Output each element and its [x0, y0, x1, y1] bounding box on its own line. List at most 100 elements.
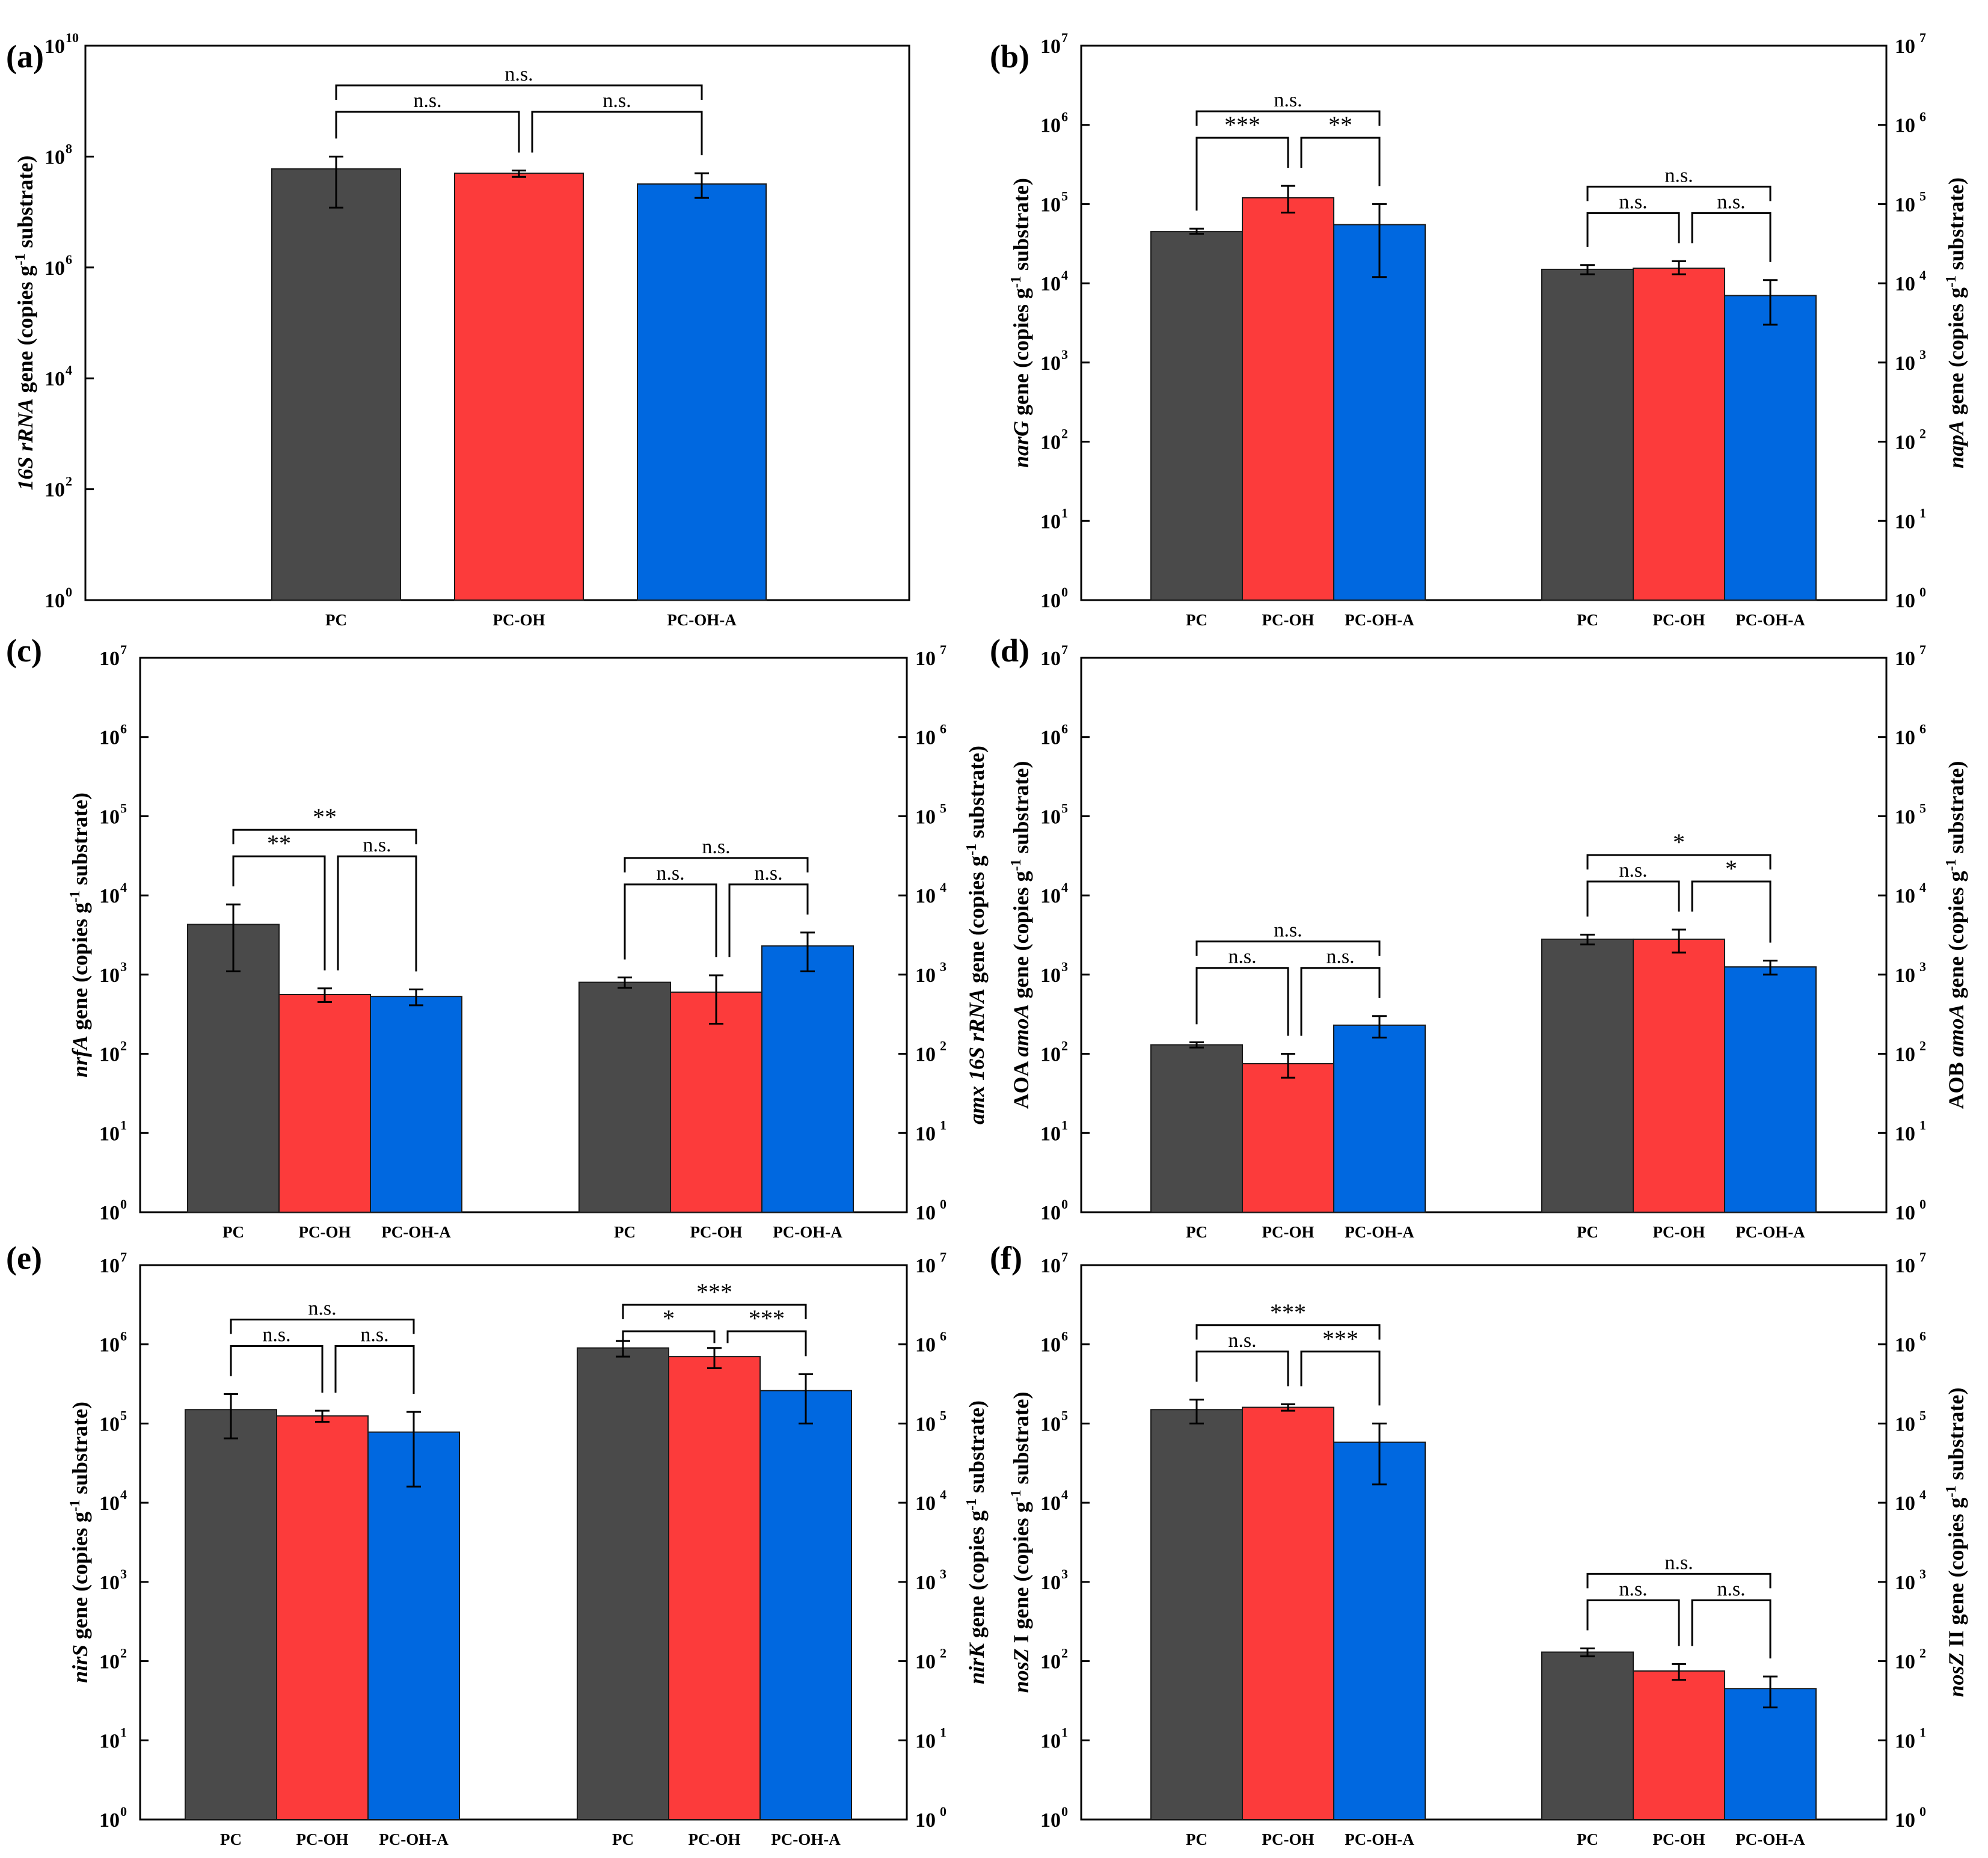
y-tick-exponent: 2 [66, 474, 72, 489]
y-axis-label: AOA amoA gene (copies g-1 substrate) [1008, 761, 1033, 1109]
bar-pc-oh [1633, 938, 1725, 1213]
bar-pc-oh [1633, 1670, 1725, 1820]
y-tick-label-right: 10 [915, 1334, 936, 1357]
y-tick-label: 10 [1040, 1651, 1061, 1673]
y-tick-exponent: 5 [1061, 1408, 1068, 1423]
y-tick-exponent-right: 0 [1919, 584, 1926, 599]
significance-bracket [1195, 940, 1381, 956]
y-tick-exponent: 4 [1061, 268, 1068, 283]
y-tick-label: 10 [1040, 1334, 1061, 1357]
y-tick-label-right: 10 [1895, 1334, 1915, 1357]
bar-pc-oh-a [1333, 224, 1426, 601]
bar-pc [1541, 938, 1634, 1213]
significance-label: *** [1224, 111, 1260, 138]
bar-pc [1541, 1651, 1634, 1820]
significance-label: n.s. [1619, 859, 1647, 881]
y-tick-label: 10 [99, 964, 120, 987]
y-tick-label: 10 [1040, 352, 1061, 375]
significance-bracket [230, 1345, 324, 1393]
y-tick-label: 10 [1040, 1255, 1061, 1277]
y-tick-exponent: 4 [120, 1487, 127, 1502]
y-tick-exponent-right: 0 [940, 1197, 946, 1212]
category-label: PC [614, 1223, 636, 1241]
plot-frame [139, 657, 908, 1213]
y-tick-exponent: 8 [66, 141, 72, 156]
significance-label: n.s. [1664, 164, 1693, 186]
y-tick-exponent-right: 7 [940, 1249, 946, 1265]
y-tick-label: 10 [1040, 1413, 1061, 1435]
y-tick-label: 10 [1040, 115, 1061, 137]
y-tick-exponent: 7 [120, 1249, 127, 1265]
y-axis-label-right: AOB amoA gene (copies g-1 substrate) [1944, 761, 1968, 1109]
y-tick-label-right: 10 [915, 1123, 936, 1145]
category-label: PC [612, 1830, 634, 1848]
y-tick-label-right: 10 [1895, 648, 1915, 670]
y-tick-label: 10 [44, 35, 65, 58]
y-tick-label-right: 10 [915, 1492, 936, 1515]
y-tick-exponent-right: 2 [1919, 1038, 1926, 1053]
y-tick-label: 10 [99, 1809, 120, 1832]
y-tick-exponent: 1 [120, 1117, 127, 1132]
y-tick-exponent: 0 [1061, 584, 1068, 599]
y-tick-label: 10 [1040, 1809, 1061, 1832]
y-tick-label-right: 10 [915, 1651, 936, 1673]
significance-bracket [1195, 967, 1289, 1036]
panel-label: (d) [990, 633, 1029, 669]
significance-label: n.s. [413, 90, 441, 112]
bar-pc [1150, 1044, 1243, 1213]
significance-label: ** [267, 830, 291, 857]
significance-label: *** [1322, 1325, 1358, 1352]
y-tick-exponent: 6 [1061, 1329, 1068, 1344]
y-tick-exponent-right: 3 [940, 959, 946, 974]
y-tick-exponent: 6 [120, 1329, 127, 1344]
bar-pc-oh-a [370, 996, 462, 1213]
y-tick-exponent: 2 [1061, 426, 1068, 441]
y-tick-exponent: 5 [1061, 800, 1068, 815]
significance-bracket [232, 829, 417, 845]
bar-pc-oh [276, 1415, 369, 1820]
y-axis-label: nirS gene (copies g-1 substrate) [67, 1402, 92, 1683]
y-axis-label-right: napA gene (copies g-1 substrate) [1944, 177, 1968, 468]
y-tick-exponent-right: 5 [940, 800, 946, 815]
y-tick-exponent-right: 4 [940, 1487, 946, 1502]
y-tick-label-right: 10 [1895, 727, 1915, 749]
significance-bracket [1195, 110, 1381, 126]
category-label: PC [325, 611, 347, 629]
y-tick-exponent-right: 3 [1919, 347, 1926, 362]
y-tick-exponent-right: 4 [1919, 268, 1926, 283]
y-tick-exponent: 6 [1061, 722, 1068, 737]
category-label: PC-OH [1653, 611, 1705, 629]
category-label: PC-OH-A [1345, 611, 1414, 629]
y-tick-exponent: 7 [1061, 1249, 1068, 1265]
y-tick-label-right: 10 [1895, 1492, 1915, 1515]
y-tick-label-right: 10 [915, 964, 936, 987]
y-tick-exponent: 0 [120, 1804, 127, 1819]
significance-bracket [1691, 1599, 1772, 1659]
significance-bracket [622, 1304, 807, 1319]
bar-pc [187, 924, 280, 1213]
category-label: PC [220, 1830, 242, 1848]
category-label: PC-OH [1653, 1223, 1705, 1241]
significance-label: n.s. [1274, 919, 1302, 942]
bar-pc-oh-a [1333, 1441, 1426, 1820]
category-label: PC-OH-A [1345, 1830, 1414, 1848]
y-tick-exponent: 5 [120, 1408, 127, 1423]
significance-label: n.s. [1717, 191, 1745, 213]
significance-bracket [1300, 1351, 1381, 1406]
significance-label: n.s. [603, 90, 631, 112]
y-tick-exponent-right: 1 [1919, 1117, 1926, 1132]
category-label: PC-OH [493, 611, 545, 629]
bar-pc-oh [1633, 268, 1725, 601]
y-tick-label: 10 [44, 146, 65, 168]
y-tick-label: 10 [1040, 273, 1061, 295]
y-tick-label: 10 [1040, 1123, 1061, 1145]
y-tick-label-right: 10 [1895, 194, 1915, 216]
y-tick-label-right: 10 [1895, 590, 1915, 612]
significance-label: n.s. [1228, 1329, 1256, 1352]
category-label: PC [1186, 1830, 1207, 1848]
significance-bracket [1300, 136, 1381, 186]
y-tick-label-right: 10 [1895, 806, 1915, 828]
significance-label: n.s. [1619, 191, 1647, 213]
